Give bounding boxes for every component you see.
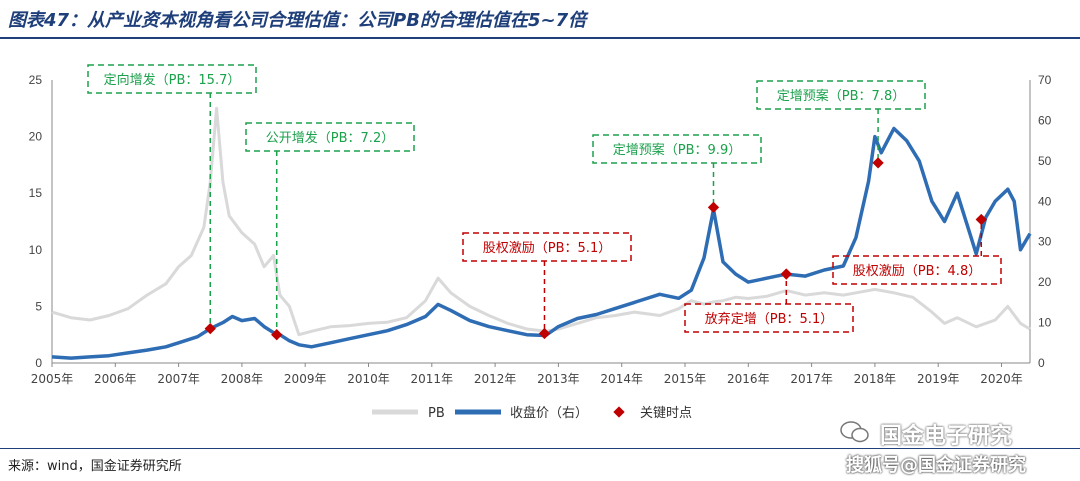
y-right-tick-label: 30 <box>1038 235 1052 249</box>
annotation-label: 定增预案（PB：9.9） <box>613 143 741 158</box>
watermark-line1: 国金电子研究 <box>880 424 1013 449</box>
source-note: 来源：wind，国金证券研究所 <box>8 459 182 474</box>
y-right-tick-label: 70 <box>1038 73 1052 87</box>
key-point-marker <box>204 322 216 335</box>
legend-key-swatch <box>613 406 625 418</box>
title-divider <box>0 37 1080 39</box>
x-tick-label: 2017年 <box>790 372 833 386</box>
legend-price-label: 收盘价（右） <box>510 405 588 421</box>
key-point-marker <box>872 157 884 169</box>
series-price-line <box>51 126 1032 360</box>
title-bar: 图表47：从产业资本视角看公司合理估值：公司PB的合理估值在5~7倍 <box>0 0 1080 40</box>
y-left-tick-label: 5 <box>35 299 42 313</box>
y-right-tick-label: 10 <box>1038 316 1052 330</box>
y-left-tick-label: 25 <box>29 73 43 87</box>
y-right-tick-label: 0 <box>1038 356 1045 370</box>
annotation-box <box>592 134 762 164</box>
x-tick-label: 2020年 <box>980 372 1023 386</box>
source-divider <box>0 448 1080 449</box>
annotation-box <box>832 255 1002 285</box>
key-point-marker <box>780 268 792 280</box>
wechat-icon <box>840 421 869 443</box>
key-point-marker <box>538 327 551 340</box>
annotation-label: 股权激励（PB：4.8） <box>853 263 981 279</box>
x-tick-label: 2019年 <box>917 372 960 386</box>
chart-title: 图表47：从产业资本视角看公司合理估值：公司PB的合理估值在5~7倍 <box>8 10 587 31</box>
key-point-marker <box>707 201 720 214</box>
y-right-tick-label: 50 <box>1038 154 1052 168</box>
annotation-label: 股权激励（PB：5.1） <box>483 240 611 256</box>
x-tick-label: 2018年 <box>854 372 897 386</box>
y-right-tick-label: 60 <box>1038 113 1052 127</box>
x-tick-label: 2009年 <box>284 372 327 386</box>
annotation-box <box>684 303 854 333</box>
x-tick-label: 2005年 <box>31 372 74 386</box>
y-right-tick-label: 20 <box>1038 275 1052 289</box>
x-tick-label: 2016年 <box>727 372 770 386</box>
legend-key-label: 关键时点 <box>640 406 692 421</box>
x-tick-label: 2014年 <box>600 372 643 386</box>
legend-pb-label: PB <box>428 406 445 421</box>
y-left-tick-label: 0 <box>35 356 42 370</box>
key-point-marker <box>271 329 283 341</box>
annotation-label: 定增预案（PB：7.8） <box>777 89 905 104</box>
annotation-label: 放弃定增（PB：5.1） <box>705 312 833 327</box>
x-tick-label: 2008年 <box>221 372 264 386</box>
x-tick-label: 2011年 <box>411 372 454 386</box>
annotation-label: 公开增发（PB：7.2） <box>266 130 394 146</box>
x-tick-label: 2012年 <box>474 372 517 386</box>
x-tick-label: 2015年 <box>664 372 707 386</box>
series-pb-line <box>51 106 1031 337</box>
y-left-tick-label: 20 <box>29 130 43 144</box>
watermark-line2: 搜狐号@国金证券研究 <box>846 455 1026 476</box>
x-tick-label: 2006年 <box>94 372 137 386</box>
annotation-box <box>462 232 632 262</box>
key-point-marker <box>975 213 987 226</box>
y-right-tick-label: 40 <box>1038 194 1052 208</box>
annotation-label: 定向增发（PB：15.7） <box>104 72 241 88</box>
x-tick-label: 2010年 <box>347 372 390 386</box>
annotation-box <box>756 80 926 110</box>
y-left-tick-label: 10 <box>29 243 43 257</box>
annotation-box <box>87 64 257 94</box>
y-left-tick-label: 15 <box>29 186 43 200</box>
x-tick-label: 2013年 <box>537 372 580 386</box>
chart-area: 0 5 10 15 20 25 0 10 20 30 40 50 60 70 2005年 2006年 2007年… <box>29 64 1052 421</box>
annotation-box <box>245 122 415 152</box>
x-tick-label: 2007年 <box>157 372 200 386</box>
